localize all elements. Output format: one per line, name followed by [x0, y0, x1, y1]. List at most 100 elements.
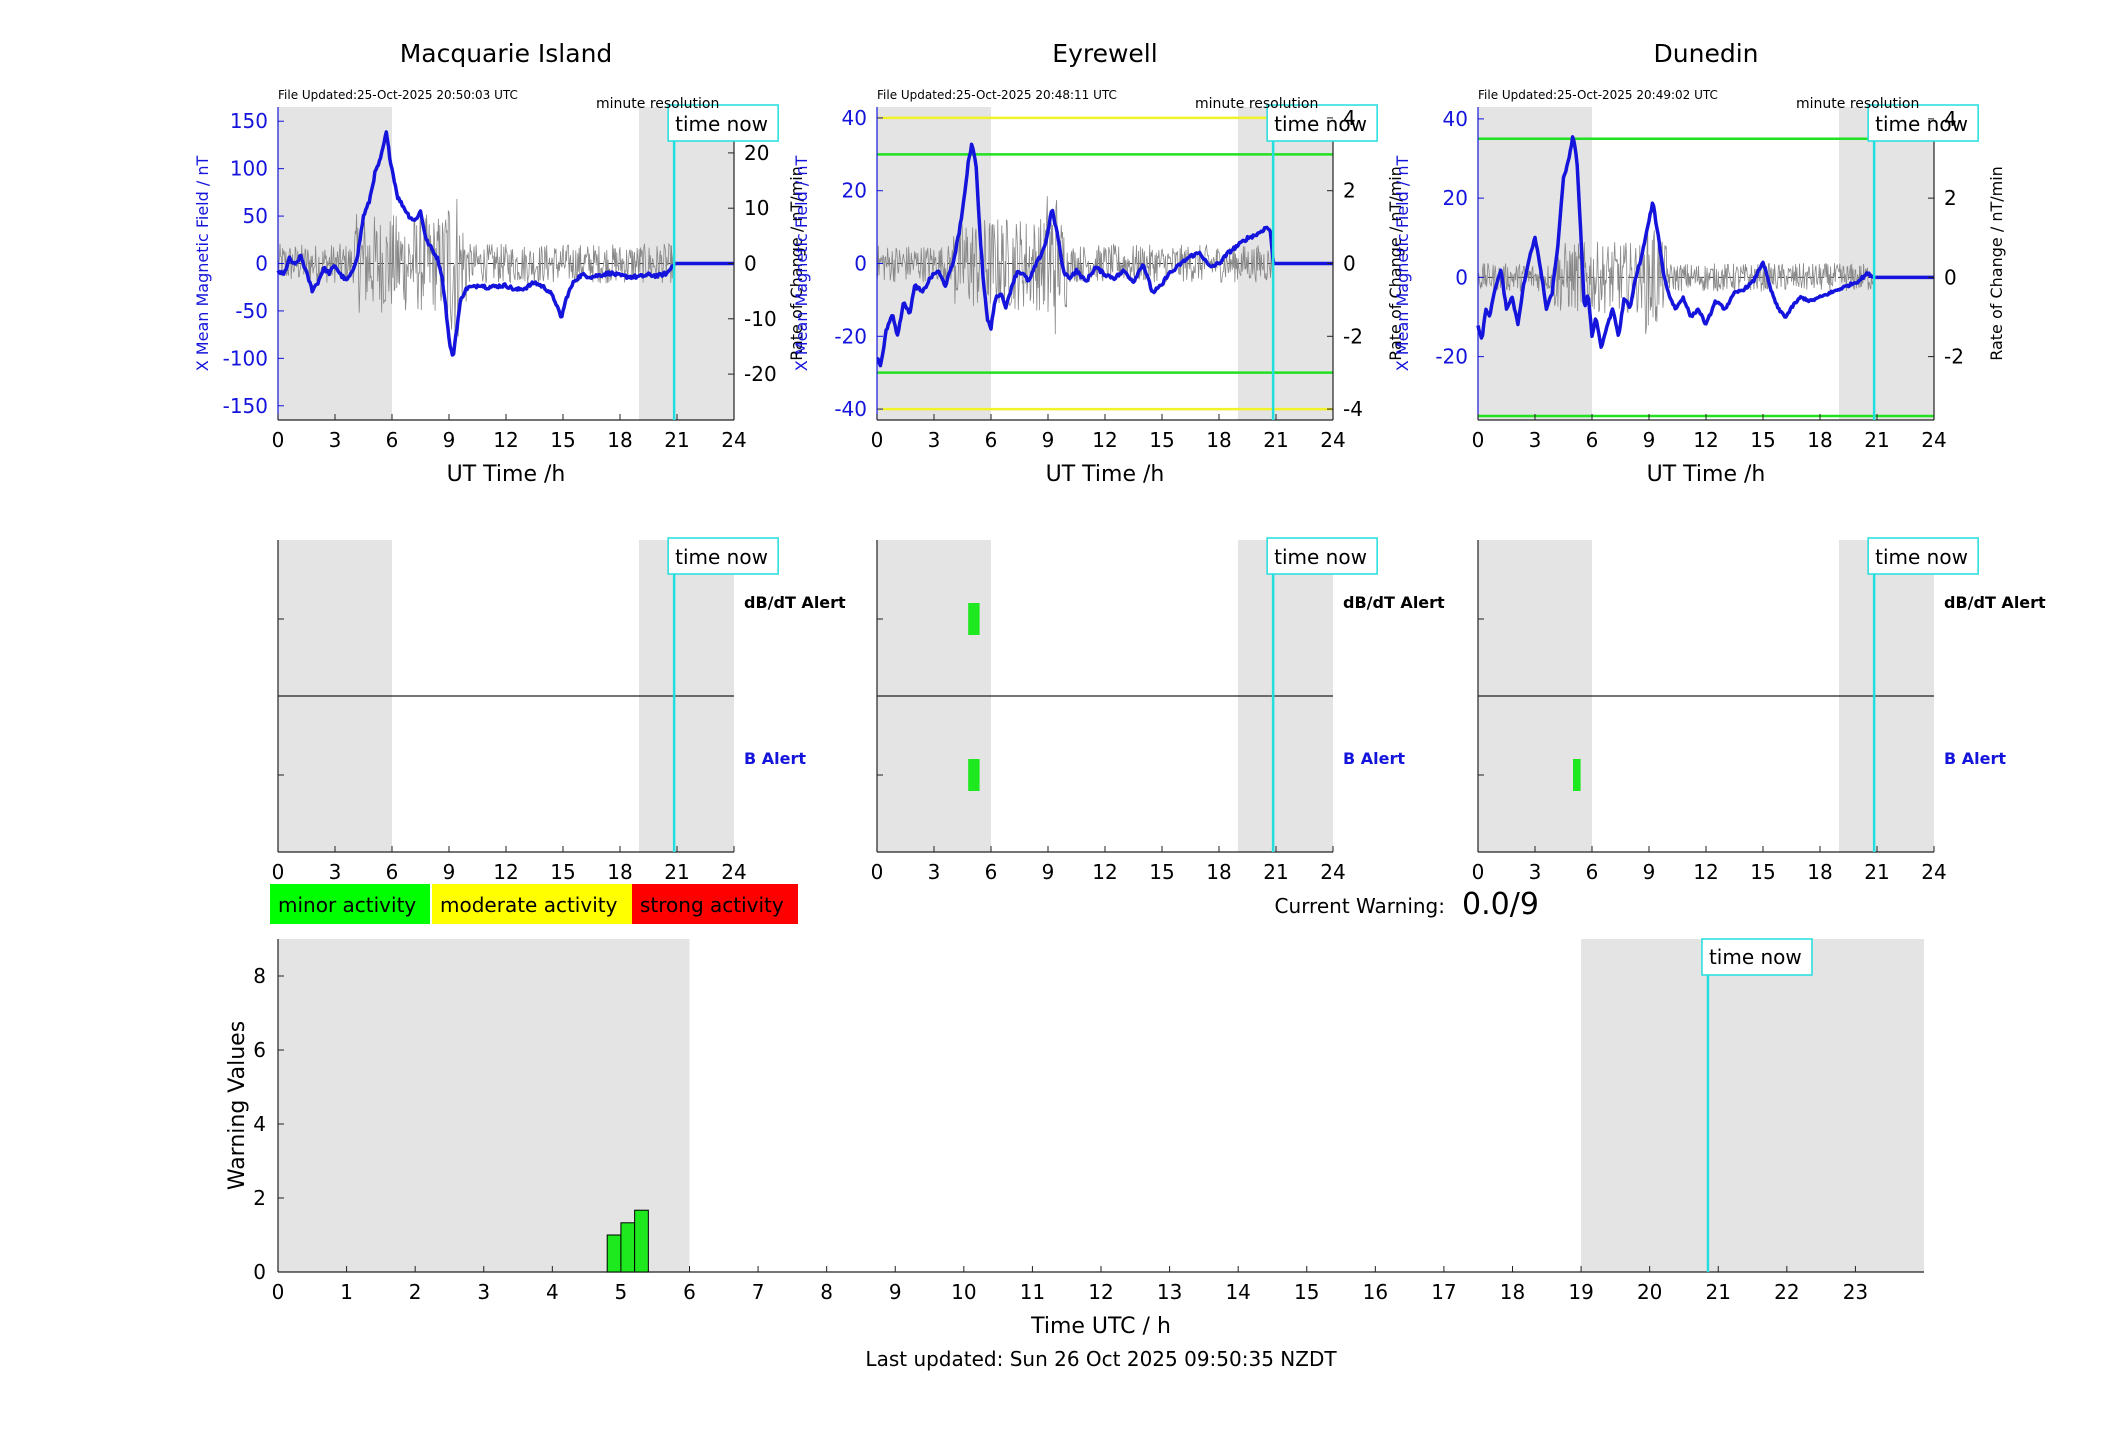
x-tick-label: 21	[1864, 860, 1889, 884]
y-tick-label: 6	[253, 1038, 266, 1062]
y-tick-label: 4	[253, 1112, 266, 1136]
x-tick-label: 0	[272, 860, 285, 884]
x-tick-label: 3	[477, 1280, 490, 1304]
x-tick-label: 18	[607, 428, 632, 452]
b-alert-block	[968, 759, 980, 791]
x-tick-label: 12	[1088, 1280, 1113, 1304]
x-tick-label: 3	[928, 428, 941, 452]
left-tick-label: 150	[230, 109, 268, 133]
station-chart-3: time now Dunedin File Updated:25-Oct-2025 …	[1393, 39, 2006, 487]
dbdt-alert-label: dB/dT Alert	[744, 593, 846, 612]
x-tick-label: 8	[820, 1280, 833, 1304]
x-tick-label: 9	[443, 428, 456, 452]
x-tick-label: 13	[1157, 1280, 1182, 1304]
left-tick-label: 20	[842, 179, 867, 203]
x-tick-label: 24	[1320, 860, 1345, 884]
left-tick-label: -20	[834, 324, 867, 348]
left-tick-label: 20	[1443, 186, 1468, 210]
left-tick-label: 0	[854, 252, 867, 276]
resolution-text: minute resolution	[596, 96, 719, 112]
station-title: Dunedin	[1654, 39, 1759, 68]
time-now-box	[1867, 104, 1979, 142]
time-now-box	[1266, 537, 1378, 575]
x-tick-label: 3	[1529, 860, 1542, 884]
x-tick-label: 1	[340, 1280, 353, 1304]
x-tick-label: 20	[1637, 1280, 1662, 1304]
rate-of-change-trace	[876, 196, 1274, 335]
right-tick-label: 4	[1944, 107, 1957, 131]
station-title: Macquarie Island	[400, 39, 613, 68]
right-tick-label: 0	[744, 252, 757, 276]
x-tick-label: 12	[1693, 428, 1718, 452]
x-tick-label: 21	[1864, 428, 1889, 452]
right-tick-label: -2	[1343, 324, 1363, 348]
alert-panel-1: time now dB/dT Alert B Alert 0 3 6 9 12 15 18 21 24	[272, 537, 846, 884]
x-tick-label: 6	[1586, 860, 1599, 884]
x-tick-label: 21	[664, 428, 689, 452]
x-tick-label: 15	[550, 860, 575, 884]
x-tick-label: 7	[752, 1280, 765, 1304]
left-tick-label: 40	[842, 106, 867, 130]
right-tick-label: -4	[1343, 397, 1363, 421]
x-tick-label: 15	[1149, 428, 1174, 452]
right-tick-label: 2	[1944, 186, 1957, 210]
x-tick-label: 12	[1693, 860, 1718, 884]
x-tick-label: 6	[985, 428, 998, 452]
alert-panel-2: time now dB/dT Alert B Alert 0 3 6 9 12 15 18 21 24	[871, 537, 1445, 884]
b-alert-block	[1573, 759, 1581, 791]
x-tick-label: 18	[607, 860, 632, 884]
left-tick-label: 0	[1455, 265, 1468, 289]
left-tick-label: 50	[243, 204, 268, 228]
x-tick-label: 9	[1643, 860, 1656, 884]
time-now-label: time now	[675, 112, 768, 136]
x-tick-label: 15	[550, 428, 575, 452]
warning-bar	[634, 1209, 649, 1273]
x-tick-label: 24	[721, 428, 746, 452]
file-updated-text: File Updated:25-Oct-2025 20:49:02 UTC	[1478, 88, 1718, 102]
x-tick-label: 24	[1921, 428, 1946, 452]
station-chart-1: time now Macquarie Island File Updated:25-…	[193, 39, 806, 487]
last-updated-text: Last updated: Sun 26 Oct 2025 09:50:35 N…	[865, 1347, 1337, 1371]
right-tick-label: 4	[1343, 106, 1356, 130]
x-tick-label: 21	[1263, 860, 1288, 884]
x-tick-label: 16	[1363, 1280, 1388, 1304]
station-chart-2: time now Eyrewell File Updated:25-Oct-2025…	[792, 39, 1405, 487]
x-tick-label: 10	[951, 1280, 976, 1304]
time-now-label: time now	[1875, 112, 1968, 136]
x-tick-label: 2	[409, 1280, 422, 1304]
y-tick-label: 0	[253, 1260, 266, 1284]
x-tick-label: 14	[1225, 1280, 1250, 1304]
x-axis-label: UT Time /h	[1046, 462, 1165, 487]
x-tick-label: 19	[1568, 1280, 1593, 1304]
x-tick-label: 15	[1294, 1280, 1319, 1304]
x-tick-label: 9	[443, 860, 456, 884]
right-tick-label: -20	[744, 362, 777, 386]
rate-of-change-trace	[277, 198, 675, 337]
current-warning-label: Current Warning:	[1275, 894, 1445, 918]
left-tick-label: -40	[834, 397, 867, 421]
left-tick-label: -100	[223, 346, 268, 370]
left-y-axis-label: X Mean Magnetic Field / nT	[1393, 156, 1412, 372]
y-tick-label: 2	[253, 1186, 266, 1210]
x-tick-label: 0	[272, 1280, 285, 1304]
x-axis-label: UT Time /h	[1647, 462, 1766, 487]
right-y-axis-label: Rate of Change / nT/min	[1987, 166, 2006, 361]
right-tick-label: 0	[1343, 252, 1356, 276]
current-warning-value: 0.0/9	[1462, 887, 1539, 922]
x-tick-label: 15	[1750, 860, 1775, 884]
x-tick-label: 6	[1586, 428, 1599, 452]
x-tick-label: 3	[1529, 428, 1542, 452]
legend-swatch	[270, 884, 430, 924]
field-series-line	[276, 130, 735, 357]
x-axis-label: Time UTC / h	[1030, 1314, 1171, 1339]
x-tick-label: 4	[546, 1280, 559, 1304]
x-tick-label: 18	[1807, 428, 1832, 452]
dbdt-alert-label: dB/dT Alert	[1343, 593, 1445, 612]
x-tick-label: 3	[329, 860, 342, 884]
night-shading	[278, 939, 690, 1272]
left-y-axis-label: X Mean Magnetic Field / nT	[792, 156, 811, 372]
dbdt-alert-label: dB/dT Alert	[1944, 593, 2046, 612]
time-now-box	[1701, 938, 1813, 976]
